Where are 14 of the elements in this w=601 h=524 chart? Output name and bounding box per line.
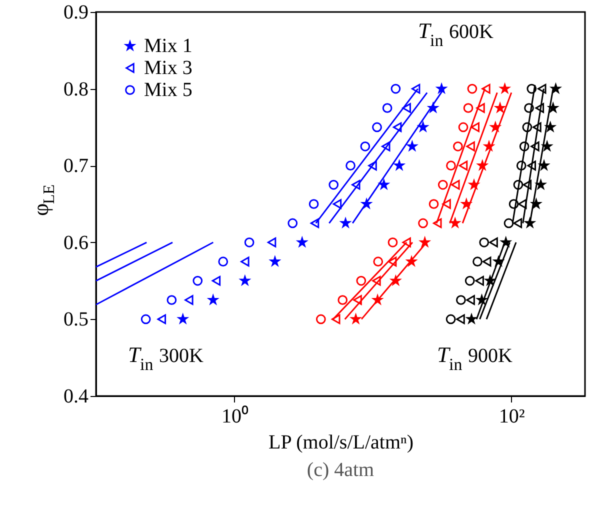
y-tick-label: 0.4	[64, 386, 88, 408]
y-tick-label: 0.5	[64, 308, 88, 331]
x-axis-title: LP (mol/s/L/atmⁿ)	[268, 432, 414, 454]
legend-label: Mix 5	[144, 79, 192, 101]
y-axis-title: φLE	[28, 184, 58, 216]
legend-label: Mix 3	[144, 57, 192, 79]
y-tick-label: 0.9	[64, 2, 88, 24]
x-tick-label: 10²	[498, 406, 525, 428]
y-tick-label: 0.6	[64, 232, 88, 254]
legend-label: Mix 1	[144, 35, 192, 57]
x-tick-label: 10⁰	[221, 404, 248, 428]
text: (c) 4atm	[306, 459, 375, 481]
y-tick-label: 0.8	[64, 78, 88, 100]
y-tick-label: 0.7	[64, 155, 88, 178]
